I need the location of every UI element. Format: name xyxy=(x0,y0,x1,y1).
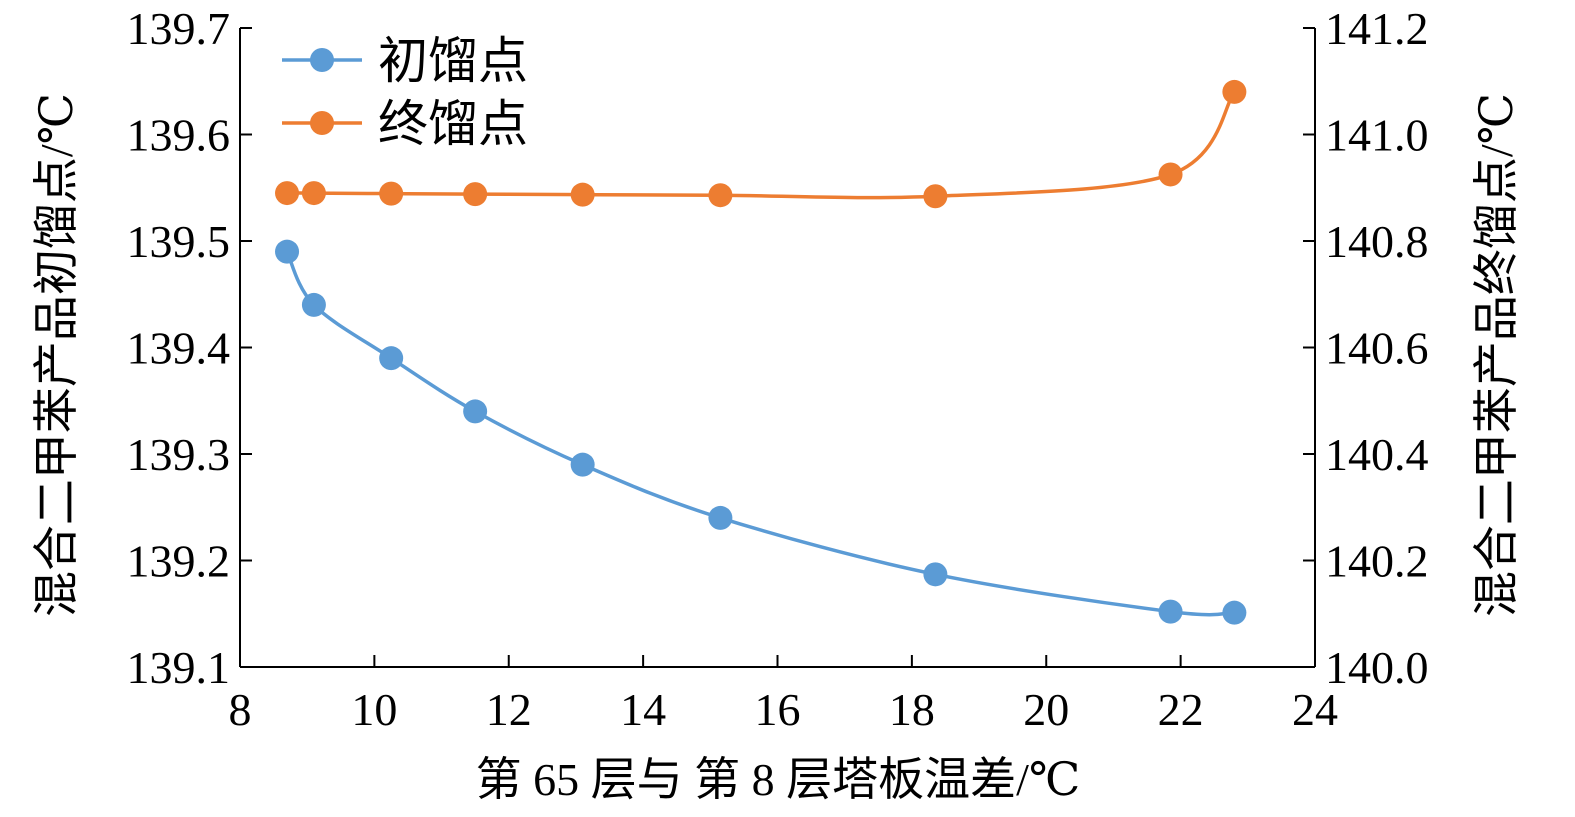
y-left-tick-label: 139.3 xyxy=(127,429,231,480)
data-point-series-2 xyxy=(1222,79,1247,104)
y-right-tick-label: 140.6 xyxy=(1325,323,1429,374)
data-point-series-2 xyxy=(570,182,595,207)
legend-label-1: 初馏点 xyxy=(378,33,528,89)
y-left-axis-title: 混合二甲苯产品初馏点/℃ xyxy=(31,93,82,617)
data-point-series-2 xyxy=(463,182,488,207)
x-tick-label: 12 xyxy=(486,684,532,735)
data-point-series-1 xyxy=(570,452,595,477)
data-point-series-1 xyxy=(923,562,948,587)
y-left-tick-label: 139.2 xyxy=(127,536,231,587)
x-tick-label: 14 xyxy=(620,684,666,735)
legend-label-2: 终馏点 xyxy=(378,96,528,152)
y-right-tick-label: 140.8 xyxy=(1325,216,1429,267)
y-left-tick-label: 139.1 xyxy=(127,642,231,693)
data-point-series-1 xyxy=(708,505,733,530)
x-axis-title: 第 65 层与 第 8 层塔板温差/℃ xyxy=(476,754,1081,805)
y-right-axis-title: 混合二甲苯产品终馏点/℃ xyxy=(1471,93,1522,617)
data-point-series-2 xyxy=(275,181,300,206)
data-point-series-2 xyxy=(923,184,948,209)
series-line-1 xyxy=(285,250,1235,617)
y-right-tick-label: 141.2 xyxy=(1325,3,1429,54)
chart-axes: 8 10 12 14 16 18 20 22 24 139.1 139.2 139.3 139.4 139… xyxy=(127,3,1429,735)
y-right-tick-label: 141.0 xyxy=(1325,110,1429,161)
data-point-series-1 xyxy=(275,239,300,264)
y-right-tick-label: 140.4 xyxy=(1325,429,1429,480)
x-tick-label: 22 xyxy=(1158,684,1204,735)
data-point-series-2 xyxy=(379,181,404,206)
y-left-tick-label: 139.5 xyxy=(127,216,231,267)
x-tick-label: 8 xyxy=(229,684,252,735)
data-point-series-1 xyxy=(301,292,326,317)
x-tick-label: 20 xyxy=(1023,684,1069,735)
series-line-2 xyxy=(287,90,1236,200)
data-point-series-1 xyxy=(1222,600,1247,625)
y-right-tick-label: 140.2 xyxy=(1325,536,1429,587)
data-point-series-2 xyxy=(301,181,326,206)
y-left-tick-label: 139.4 xyxy=(127,323,231,374)
legend-marker-2 xyxy=(310,111,334,135)
x-tick-label: 18 xyxy=(889,684,935,735)
x-tick-label: 10 xyxy=(351,684,397,735)
data-point-series-1 xyxy=(379,346,404,371)
data-point-series-1 xyxy=(463,399,488,424)
data-point-series-2 xyxy=(1158,162,1183,187)
data-point-series-2 xyxy=(708,183,733,208)
series-lines xyxy=(285,90,1236,617)
x-tick-label: 16 xyxy=(755,684,801,735)
x-tick-label: 24 xyxy=(1292,684,1338,735)
data-point-series-1 xyxy=(1158,599,1183,624)
y-left-tick-label: 139.7 xyxy=(127,3,231,54)
series-points xyxy=(275,79,1247,625)
y-right-tick-label: 140.0 xyxy=(1325,642,1429,693)
legend-marker-1 xyxy=(310,48,334,72)
y-left-tick-label: 139.6 xyxy=(127,110,231,161)
